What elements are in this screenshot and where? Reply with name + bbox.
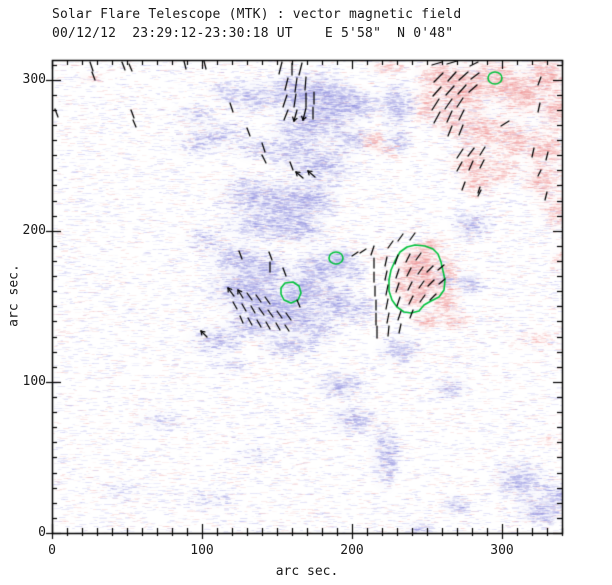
figure-subtitle: 00/12/12 23:29:12-23:30:18 UT E 5'58" N … [52,26,454,41]
y-axis-label: arc sec. [6,264,22,327]
x-tick-label: 200 [340,543,364,558]
x-axis-label: arc sec. [275,564,339,579]
figure-title: Solar Flare Telescope (MTK) : vector mag… [52,7,462,22]
x-tick-label: 300 [490,543,514,558]
y-tick-label: 100 [22,373,46,389]
x-tick-label: 0 [48,543,56,558]
y-tick-label: 300 [22,71,46,87]
y-tick-label: 0 [38,525,46,540]
y-tick-label: 200 [22,222,46,238]
x-tick-label: 100 [190,543,214,558]
